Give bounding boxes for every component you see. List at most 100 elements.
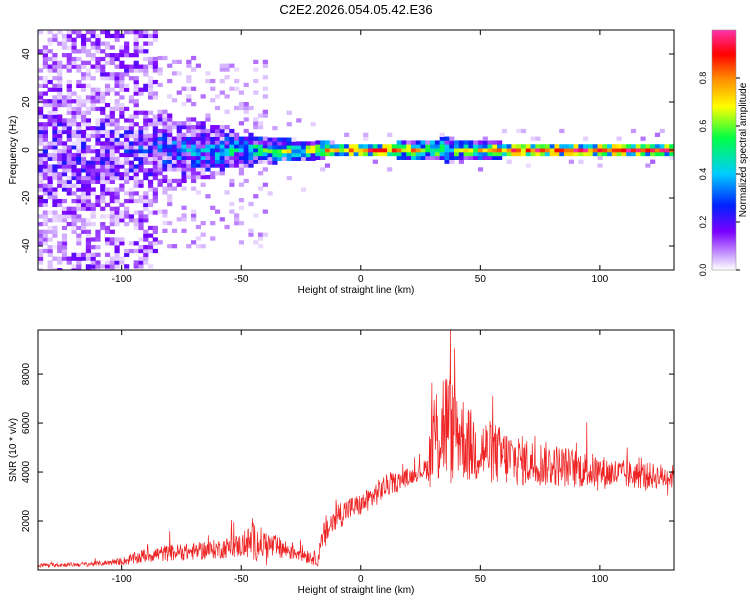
spectrogram-cell (42, 91, 48, 96)
spectrogram-cell (243, 144, 249, 149)
spectrogram-cell (138, 195, 144, 200)
spectrogram-cell (243, 178, 249, 184)
spectrogram-cell (434, 155, 441, 160)
spectrogram-cell (90, 206, 96, 211)
spectrogram-cell (272, 141, 278, 146)
spectrogram-cell (47, 175, 53, 181)
spectrogram-cell (76, 79, 82, 85)
spectrogram-cell (104, 179, 111, 184)
spectrogram-cell (262, 209, 268, 214)
spectrogram-cell (143, 214, 149, 219)
spectrogram-cell (406, 144, 412, 149)
colorbar-tick-label: 0.8 (698, 72, 708, 85)
spectrogram-cell (143, 141, 149, 146)
spectrogram-cell (100, 198, 106, 204)
spectrogram-cell (186, 151, 192, 157)
spectrogram-cell (143, 198, 149, 204)
spectrogram-cell (57, 183, 63, 188)
spectrogram-cell (114, 30, 120, 35)
spectrogram-cell (95, 175, 101, 181)
spectrogram-cell (214, 128, 221, 134)
spectrogram-cell (171, 186, 178, 191)
spectrogram-cell (47, 41, 53, 46)
spectrogram-x-tick-label: -50 (234, 274, 249, 285)
spectrogram-cell (162, 209, 168, 214)
spectrogram-cell (133, 133, 139, 138)
spectrogram-cell (439, 148, 445, 153)
spectrogram-cell (372, 159, 378, 164)
spectrogram-cell (210, 148, 216, 153)
spectrogram-cell (38, 229, 44, 234)
spectrogram-cell (157, 132, 163, 137)
spectrogram-cell (128, 175, 135, 181)
snr-y-tick-label: 4000 (21, 460, 32, 483)
spectrogram-cell (52, 218, 58, 223)
spectrogram-cell (81, 175, 87, 181)
spectrogram-cell (243, 151, 249, 157)
spectrogram-cell (66, 206, 72, 211)
spectrogram-cell (114, 222, 120, 227)
spectrogram-cell (57, 156, 63, 161)
spectrogram-cell (81, 122, 87, 127)
spectrogram-cell (61, 237, 68, 242)
spectrogram-cell (143, 49, 149, 54)
spectrogram-cell (181, 151, 187, 157)
spectrogram-cell (42, 156, 48, 161)
spectrogram-cell (57, 214, 63, 219)
spectrogram-cell (109, 53, 115, 58)
spectrogram-cell (133, 172, 139, 177)
spectrogram-cell (520, 144, 527, 149)
spectrogram-cell (152, 168, 158, 173)
spectrogram-cell (147, 137, 154, 142)
snr-x-tick-label: 100 (592, 574, 609, 585)
spectrogram-cell (128, 118, 135, 123)
spectrogram-cell (415, 144, 421, 149)
spectrogram-cell (257, 155, 264, 160)
spectrogram-cell (224, 224, 230, 230)
spectrogram-cell (344, 144, 350, 149)
spectrogram-cell (61, 256, 68, 261)
spectrogram-cell (52, 225, 58, 231)
spectrogram-cell (540, 148, 546, 153)
spectrogram-cell (61, 183, 68, 188)
spectrogram-cell (81, 33, 87, 39)
spectrogram-cell (124, 156, 130, 161)
spectrogram-cell (47, 145, 53, 150)
spectrogram-cell (128, 195, 135, 200)
spectrogram-cell (95, 149, 101, 154)
spectrogram-cell (100, 172, 106, 177)
spectrogram-cell (76, 175, 82, 181)
spectrogram-cell (191, 144, 197, 149)
spectrogram-cell (109, 264, 115, 269)
spectrogram-cell (296, 118, 302, 123)
spectrogram-cell (100, 133, 106, 138)
spectrogram-cell (449, 140, 455, 145)
spectrogram-cell (85, 30, 92, 35)
spectrogram-cell (90, 210, 96, 215)
spectrogram-cell (181, 186, 187, 191)
spectrogram-cell (104, 129, 111, 135)
spectrogram-cell (162, 190, 168, 195)
spectrogram-cell (224, 190, 230, 195)
colorbar-tick-label: 0.0 (698, 264, 708, 277)
spectrogram-cell (477, 151, 484, 157)
spectrogram-cell (219, 136, 225, 141)
spectrogram-cell (47, 210, 53, 215)
spectrogram-cell (497, 140, 503, 145)
spectrogram-cell (181, 144, 187, 149)
spectrogram-cell (100, 64, 106, 69)
spectrogram-cell (124, 145, 130, 150)
spectrogram-cell (597, 155, 603, 160)
spectrogram-cell (119, 183, 125, 188)
spectrogram-cell (85, 175, 92, 181)
spectrogram-cell (434, 144, 441, 149)
spectrogram-cell (559, 148, 565, 153)
spectrogram-cell (152, 149, 158, 154)
spectrogram-cell (224, 128, 230, 134)
spectrogram-cell (61, 118, 68, 123)
spectrogram-cell (243, 102, 249, 107)
spectrogram-cell (157, 82, 163, 88)
spectrogram-cell (463, 155, 469, 160)
spectrogram-cell (76, 268, 82, 270)
spectrogram-cell (597, 148, 603, 153)
